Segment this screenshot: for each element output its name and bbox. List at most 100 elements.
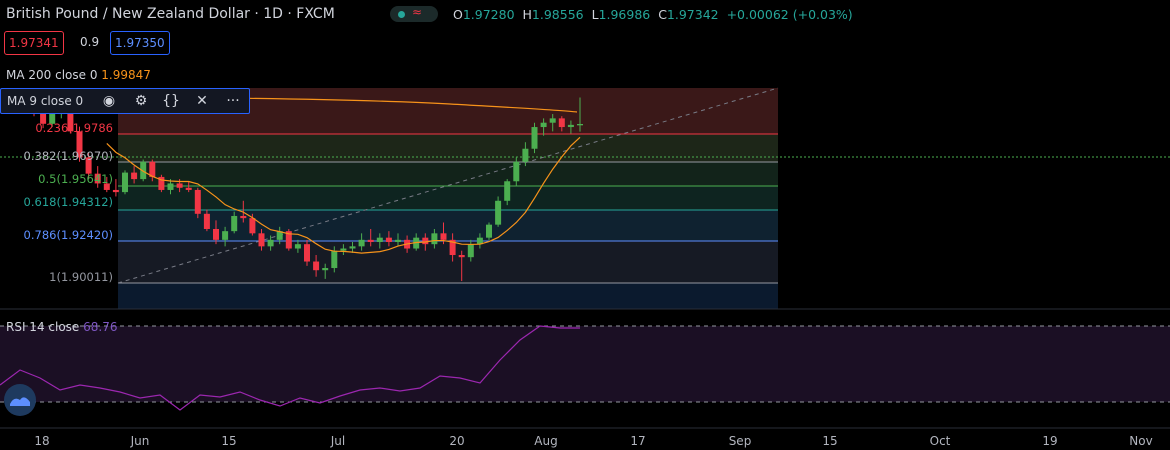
gear-icon[interactable]: ⚙ bbox=[134, 93, 148, 109]
open-value: 1.97280 bbox=[462, 7, 515, 22]
x-tick-label: 20 bbox=[449, 434, 465, 448]
candle-body bbox=[513, 161, 520, 182]
candle-body bbox=[422, 237, 429, 245]
spread-value: 0.9 bbox=[80, 35, 100, 49]
candle-body bbox=[149, 161, 156, 177]
low-label: L bbox=[591, 7, 599, 22]
candles[interactable] bbox=[31, 95, 583, 282]
candle-body bbox=[249, 218, 256, 234]
close-label: C bbox=[658, 7, 667, 22]
x-tick-label: Jun bbox=[130, 434, 150, 448]
chart-grid bbox=[0, 156, 1170, 429]
fib-label: 1(1.90011) bbox=[49, 270, 113, 284]
fib-label: 0.236(1.9786 bbox=[35, 121, 113, 135]
candle-body bbox=[440, 233, 447, 240]
fib-label: 0.786(1.92420) bbox=[23, 228, 113, 242]
x-tick-label: 19 bbox=[1042, 434, 1058, 448]
candle-body bbox=[122, 172, 128, 193]
candle-body bbox=[176, 183, 183, 188]
candle-body bbox=[476, 237, 483, 245]
source-code-icon[interactable]: {} bbox=[162, 93, 180, 109]
candle-body bbox=[567, 124, 574, 128]
candle-body bbox=[349, 246, 356, 249]
candle-body bbox=[486, 224, 492, 238]
rsi-legend[interactable]: RSI 14 close 68.76 bbox=[6, 320, 118, 334]
candle-body bbox=[167, 183, 174, 190]
candle-body bbox=[140, 161, 147, 180]
candle-body bbox=[385, 237, 392, 243]
ma9-line bbox=[106, 136, 581, 254]
candle-body bbox=[549, 118, 556, 123]
candle-body bbox=[313, 261, 320, 271]
candle-body bbox=[449, 239, 456, 256]
ma9-legend[interactable]: MA 9 close 0 ◉ ⚙ {} ✕ ··· bbox=[0, 88, 250, 114]
symbol-title[interactable]: British Pound / New Zealand Dollar · 1D … bbox=[6, 6, 335, 22]
close-value: 1.97342 bbox=[666, 7, 719, 22]
fib-label: 0.618(1.94312) bbox=[23, 195, 113, 209]
wave-icon: ≈ bbox=[412, 5, 423, 19]
sell-button[interactable]: 1.97341 bbox=[4, 31, 64, 55]
buy-button[interactable]: 1.97350 bbox=[110, 31, 170, 55]
candle-body bbox=[540, 122, 547, 128]
candle-body bbox=[431, 233, 438, 245]
x-tick-label: 15 bbox=[822, 434, 838, 448]
more-icon[interactable]: ··· bbox=[226, 93, 240, 109]
candle-body bbox=[304, 244, 310, 262]
candle-body bbox=[358, 239, 365, 247]
candle-body bbox=[231, 215, 238, 232]
candle-body bbox=[558, 118, 565, 128]
eye-icon[interactable]: ◉ bbox=[102, 93, 116, 109]
x-tick-label: Nov bbox=[1129, 434, 1153, 448]
x-tick-label: 15 bbox=[221, 434, 237, 448]
fib-zone bbox=[118, 283, 778, 309]
rsi-value: 68.76 bbox=[83, 320, 118, 334]
candle-body bbox=[185, 187, 192, 190]
rsi-pane[interactable] bbox=[0, 325, 1170, 411]
candle-body bbox=[367, 239, 374, 243]
candle-body bbox=[112, 189, 119, 193]
fib-zone bbox=[118, 134, 778, 162]
candle-body bbox=[103, 183, 110, 190]
change-value: +0.00062 (+0.03%) bbox=[726, 7, 853, 22]
x-tick-label: Oct bbox=[929, 434, 951, 448]
candle-body bbox=[240, 215, 247, 219]
fib-label: 0.382(1.96970) bbox=[23, 149, 113, 163]
x-tick-label: 18 bbox=[34, 434, 50, 448]
high-label: H bbox=[522, 7, 532, 22]
x-tick-label: 17 bbox=[630, 434, 646, 448]
fib-zone bbox=[118, 162, 778, 186]
candle-body bbox=[158, 176, 165, 190]
candle-body bbox=[577, 124, 583, 126]
candle-body bbox=[76, 131, 83, 158]
ma200-label: MA 200 close 0 bbox=[6, 68, 98, 82]
candle-body bbox=[267, 239, 274, 247]
candle-body bbox=[322, 268, 329, 271]
x-tick-label: Sep bbox=[728, 434, 752, 448]
high-value: 1.98556 bbox=[531, 7, 584, 22]
candle-body bbox=[67, 105, 74, 132]
market-open-dot bbox=[398, 11, 405, 18]
candle-body bbox=[376, 237, 383, 243]
candle-body bbox=[531, 127, 538, 149]
candle-body bbox=[331, 250, 338, 269]
market-status[interactable]: ≈ bbox=[390, 5, 438, 22]
tradingview-logo-icon[interactable] bbox=[4, 384, 36, 416]
candle-body bbox=[495, 200, 502, 225]
candle-body bbox=[285, 231, 292, 249]
candle-body bbox=[213, 228, 219, 240]
fib-trend-line bbox=[117, 87, 779, 284]
x-tick-label: Aug bbox=[534, 434, 558, 448]
candle-body bbox=[276, 231, 283, 240]
ma200-legend[interactable]: MA 200 close 0 1.99847 bbox=[6, 68, 151, 82]
rsi-line bbox=[0, 325, 580, 411]
rsi-band bbox=[0, 326, 1170, 402]
candle-body bbox=[467, 244, 474, 258]
close-icon[interactable]: ✕ bbox=[196, 93, 208, 109]
fib-retracement-zones[interactable] bbox=[117, 87, 779, 309]
x-tick-label: Jul bbox=[330, 434, 346, 448]
rsi-label: RSI 14 close bbox=[6, 320, 80, 334]
candle-body bbox=[340, 248, 347, 251]
candle-body bbox=[94, 173, 101, 184]
